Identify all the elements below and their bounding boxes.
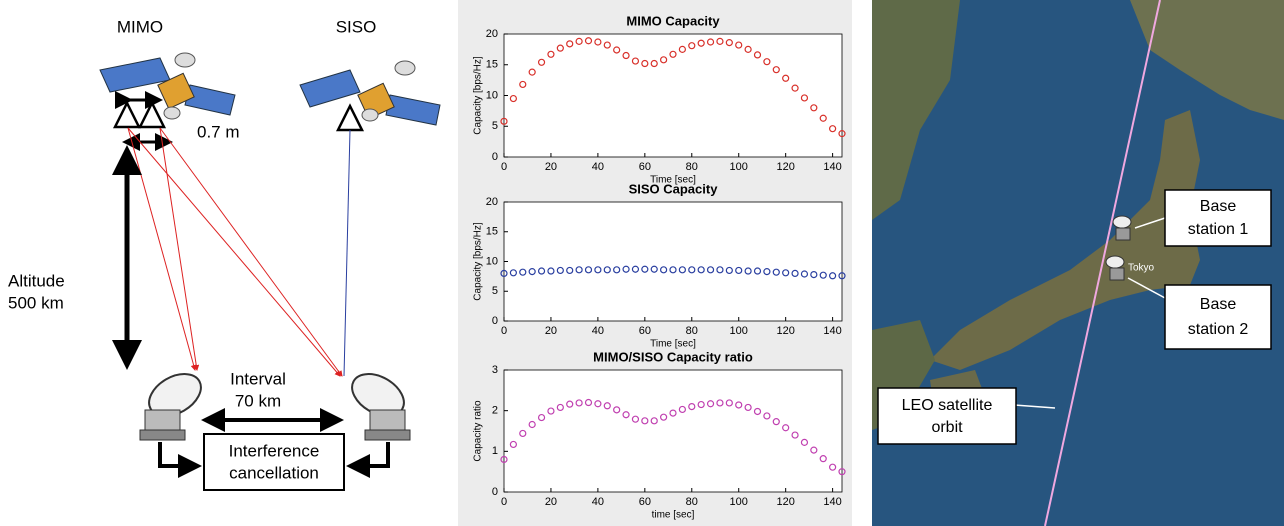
y-axis-label: Capacity [bps/Hz] — [473, 56, 484, 135]
x-tick-label: 140 — [823, 161, 841, 173]
chart-title: SISO Capacity — [629, 181, 719, 196]
chart-title: MIMO/SISO Capacity ratio — [593, 349, 753, 364]
x-tick-label: 0 — [501, 325, 507, 337]
diagram: MIMO SISO 0.7 m — [8, 17, 440, 490]
y-tick-label: 0 — [492, 486, 498, 498]
x-tick-label: 20 — [545, 161, 557, 173]
x-tick-label: 20 — [545, 325, 557, 337]
y-tick-label: 2 — [492, 405, 498, 417]
callout-label: Base — [1200, 198, 1237, 215]
y-tick-label: 1 — [492, 445, 498, 457]
y-tick-label: 15 — [486, 226, 498, 238]
siso-satellite — [300, 61, 440, 130]
chart-title: MIMO Capacity — [626, 13, 720, 28]
plot-area — [504, 370, 842, 492]
x-tick-label: 40 — [592, 325, 604, 337]
x-tick-label: 40 — [592, 496, 604, 508]
y-tick-label: 3 — [492, 364, 498, 376]
place-label: Tokyo — [1128, 263, 1155, 274]
y-tick-label: 15 — [486, 59, 498, 71]
x-tick-label: 100 — [730, 161, 748, 173]
cancellation-label: Interference — [229, 441, 320, 460]
y-tick-label: 10 — [486, 89, 498, 101]
figure: MIMO SISO 0.7 m — [0, 0, 1284, 526]
x-tick-label: 140 — [823, 496, 841, 508]
callout-label: LEO satellite — [902, 397, 993, 414]
y-axis-label: Capacity [bps/Hz] — [473, 222, 484, 301]
x-tick-label: 100 — [730, 325, 748, 337]
siso-label: SISO — [336, 17, 377, 36]
x-axis-label: time [sec] — [652, 510, 695, 521]
x-tick-label: 80 — [686, 496, 698, 508]
altitude-label: Altitude — [8, 271, 65, 290]
x-tick-label: 120 — [776, 496, 794, 508]
x-tick-label: 60 — [639, 325, 651, 337]
callout-label: Base — [1200, 296, 1237, 313]
callout-label: station 2 — [1188, 321, 1249, 338]
mimo-label: MIMO — [117, 17, 163, 36]
altitude-value: 500 km — [8, 293, 64, 312]
y-tick-label: 5 — [492, 120, 498, 132]
charts: MIMO Capacity Time [sec] Capacity [bps/Hz]… — [473, 13, 845, 520]
x-tick-label: 0 — [501, 161, 507, 173]
x-tick-label: 60 — [639, 496, 651, 508]
plot-area — [504, 202, 842, 321]
x-tick-label: 80 — [686, 161, 698, 173]
x-tick-label: 140 — [823, 325, 841, 337]
callout-label: station 1 — [1188, 221, 1249, 238]
x-axis-label: Time [sec] — [650, 339, 696, 350]
x-tick-label: 40 — [592, 161, 604, 173]
x-tick-label: 120 — [776, 325, 794, 337]
interval-value: 70 km — [235, 391, 281, 410]
map: Tokyo Base station 1 Base station 2 LEO … — [872, 0, 1284, 526]
plot-area — [504, 34, 842, 157]
cancellation-label: cancellation — [229, 463, 319, 482]
spacing-label: 0.7 m — [197, 122, 240, 141]
x-tick-label: 80 — [686, 325, 698, 337]
y-tick-label: 0 — [492, 151, 498, 163]
y-tick-label: 5 — [492, 285, 498, 297]
ground-station-1 — [140, 365, 208, 440]
interval-label: Interval — [230, 369, 286, 388]
x-tick-label: 0 — [501, 496, 507, 508]
y-tick-label: 10 — [486, 255, 498, 267]
y-tick-label: 20 — [486, 196, 498, 208]
y-axis-label: Capacity ratio — [473, 400, 484, 462]
callout-label: orbit — [931, 419, 963, 436]
y-tick-label: 20 — [486, 28, 498, 40]
y-tick-label: 0 — [492, 315, 498, 327]
ground-station-2 — [345, 365, 411, 440]
x-tick-label: 120 — [776, 161, 794, 173]
x-tick-label: 100 — [730, 496, 748, 508]
x-tick-label: 60 — [639, 161, 651, 173]
x-tick-label: 20 — [545, 496, 557, 508]
